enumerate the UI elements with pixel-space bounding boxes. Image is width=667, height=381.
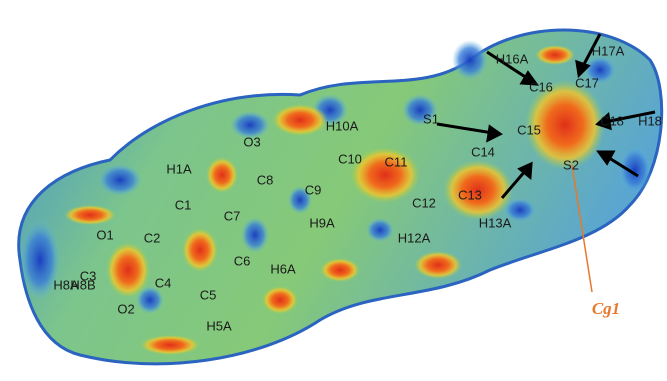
atom-label: H16A [496,51,529,66]
blue-patch [619,146,651,194]
red-patch [64,205,116,225]
centroid-label: Cg1 [592,299,620,318]
atom-label: H8B [70,277,95,292]
atom-label: H1A [166,161,192,176]
atom-label: O1 [96,227,113,242]
atom-label: C1 [175,197,192,212]
atom-label: C15 [517,122,541,137]
atom-label: C5 [200,287,217,302]
atom-label: H17A [592,43,625,58]
atom-label: C6 [234,253,251,268]
atom-label: S2 [563,157,579,172]
red-patch [320,258,360,282]
red-patch [106,242,150,298]
atom-label: C17 [575,75,599,90]
red-patch [414,251,462,279]
atom-label: C9 [305,182,322,197]
atom-label: C11 [385,154,408,169]
atom-label: C18 [600,113,624,128]
atom-label: C2 [144,230,161,245]
atom-label: H18 [638,113,662,128]
atom-label: C14 [471,144,495,159]
red-patch [535,45,575,65]
atom-label: O2 [117,301,134,316]
red-patch [140,335,200,355]
atom-label: C13 [458,187,482,202]
red-patch [272,104,328,136]
red-patch [206,157,238,193]
atom-label: H6A [270,261,296,276]
atom-label: O3 [243,134,260,149]
atom-label: S1 [423,111,439,126]
blue-patch [98,164,142,196]
atom-label: H13A [479,215,512,230]
hirshfeld-surface-figure: Cg1 H16A H17A C16 C17 S1 C15 C18 H18 H10A C10 C11 C… [0,0,667,381]
atom-label: C7 [224,208,241,223]
atom-label: H10A [326,118,359,133]
atom-label: H5A [206,318,232,333]
atom-label: C16 [529,79,553,94]
atom-label: H9A [309,215,335,230]
atom-label: C12 [412,195,436,210]
red-patch [182,228,218,272]
atom-label: C10 [338,151,362,166]
blue-patch [452,40,488,80]
atom-label: C4 [155,275,172,290]
blue-patch [366,218,394,242]
blue-patch [241,217,269,253]
red-patch [262,286,298,314]
atom-label: C8 [257,172,274,187]
atom-label: H12A [398,230,431,245]
